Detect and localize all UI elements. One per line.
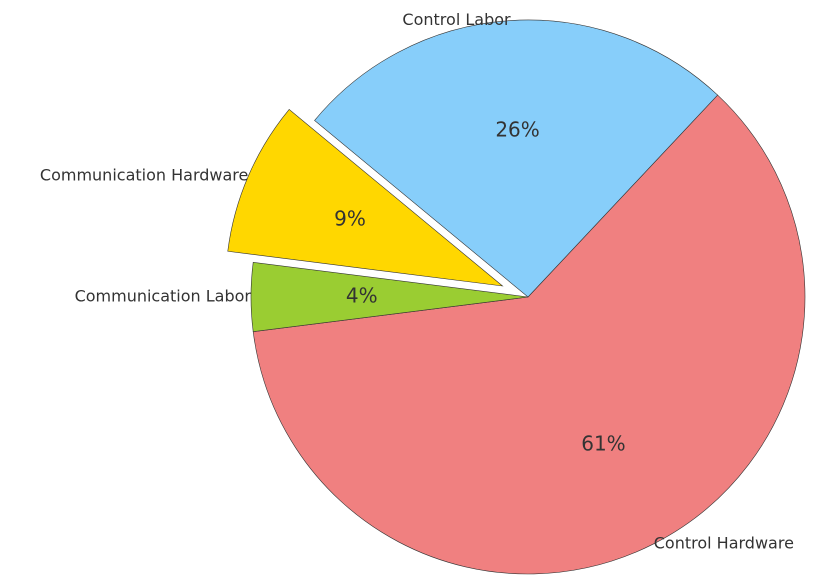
slice-label: Communication Labor bbox=[75, 287, 252, 306]
percent-label: 26% bbox=[495, 118, 539, 142]
slice-label: Control Hardware bbox=[654, 533, 794, 552]
pie-slice bbox=[252, 94, 806, 575]
slice-label: Control Labor bbox=[402, 10, 511, 29]
pie-slice bbox=[250, 261, 529, 333]
percent-label: 61% bbox=[581, 432, 625, 456]
slice-label: Communication Hardware bbox=[40, 165, 248, 184]
pie-slice bbox=[227, 109, 504, 287]
pie-slice bbox=[314, 19, 719, 298]
percent-label: 9% bbox=[334, 206, 366, 230]
percent-label: 4% bbox=[346, 284, 378, 308]
